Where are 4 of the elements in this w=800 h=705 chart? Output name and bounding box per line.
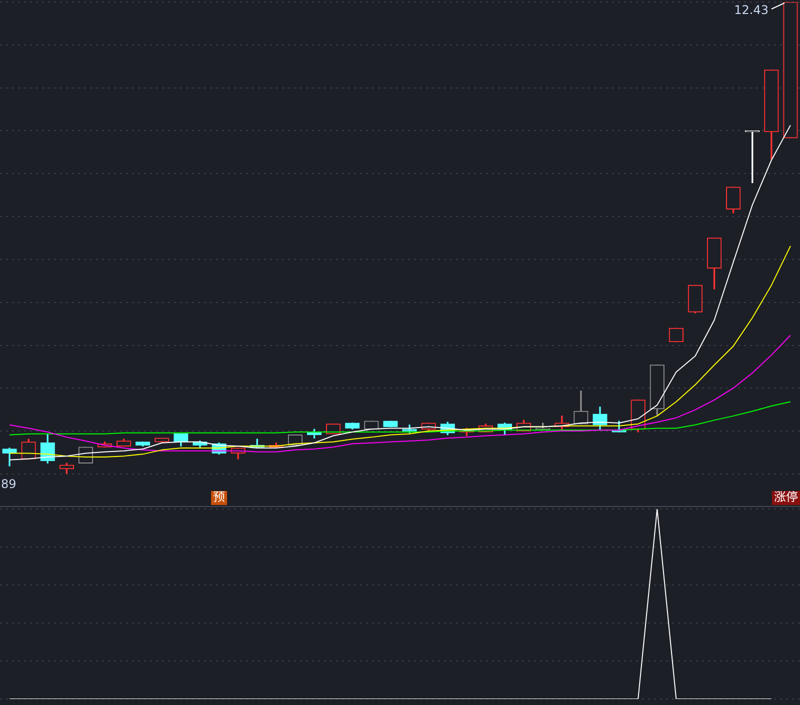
- annotation: 12.43: [734, 3, 768, 18]
- text: 89: [1, 477, 16, 492]
- text: 涨停: [774, 490, 798, 504]
- text: 预: [213, 490, 226, 504]
